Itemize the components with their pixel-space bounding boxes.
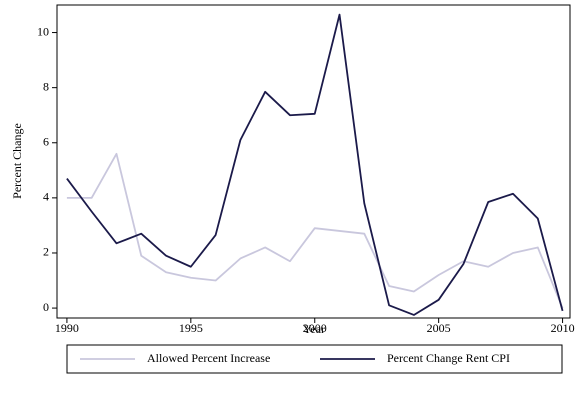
legend-label: Percent Change Rent CPI	[387, 351, 510, 365]
y-tick-label: 4	[43, 190, 49, 204]
x-tick-label: 1995	[179, 321, 203, 335]
y-tick-label: 2	[43, 245, 49, 259]
x-tick-label: 2005	[427, 321, 451, 335]
legend-label: Allowed Percent Increase	[147, 351, 270, 365]
y-axis-label: Percent Change	[10, 123, 24, 199]
x-tick-label: 2010	[551, 321, 575, 335]
x-axis-label: Year	[303, 322, 325, 336]
series-line	[66, 13, 564, 316]
series-line	[66, 152, 564, 309]
y-tick-label: 10	[37, 24, 49, 38]
legend-box	[66, 344, 563, 374]
x-tick-label: 2000	[303, 321, 327, 335]
plot-frame	[56, 4, 571, 319]
y-tick-label: 6	[43, 135, 49, 149]
y-tick-label: 0	[43, 300, 49, 314]
y-tick-label: 8	[43, 79, 49, 93]
x-tick-label: 1990	[55, 321, 79, 335]
